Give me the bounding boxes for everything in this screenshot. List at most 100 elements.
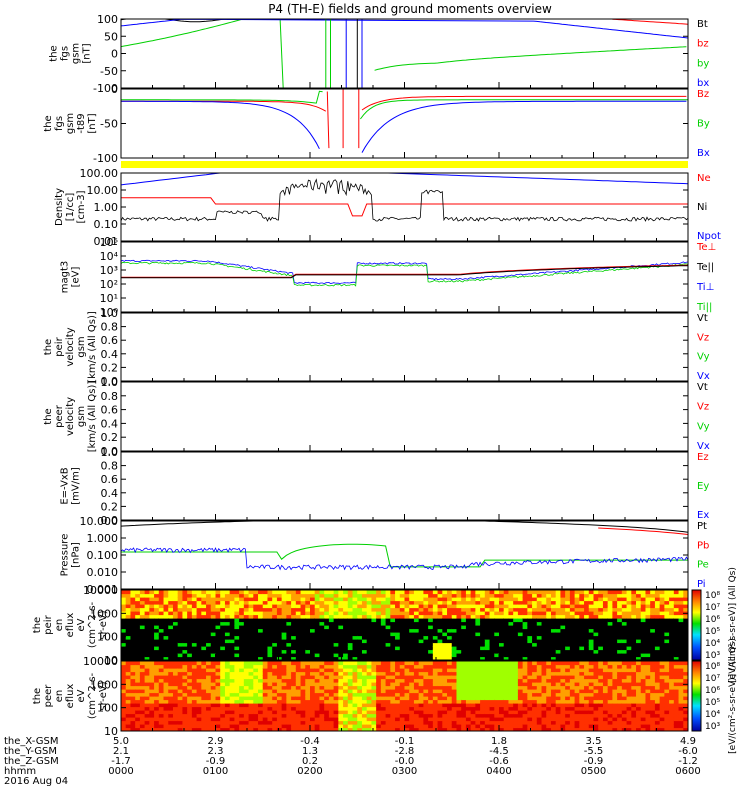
heatmap-cell <box>385 639 391 644</box>
heatmap-cell <box>361 639 368 644</box>
heatmap-cell <box>319 646 325 651</box>
heatmap-cell <box>347 720 354 725</box>
heatmap-cell <box>621 692 628 697</box>
heatmap-cell <box>224 653 231 658</box>
heatmap-cell <box>645 632 651 637</box>
heatmap-cell <box>456 727 462 731</box>
heatmap-cell <box>645 604 651 609</box>
heatmap-cell <box>451 625 458 630</box>
heatmap-cell <box>239 625 245 630</box>
heatmap-cell <box>177 642 184 647</box>
heatmap-cell <box>385 678 391 683</box>
heatmap-cell <box>267 717 273 722</box>
heatmap-cell <box>206 720 212 725</box>
heatmap-cell <box>522 699 528 704</box>
heatmap-cell <box>229 661 235 666</box>
heatmap-cell <box>324 710 330 715</box>
heatmap-cell <box>352 703 358 708</box>
heatmap-cell <box>206 628 212 633</box>
heatmap-cell <box>286 713 292 718</box>
heatmap-cell <box>409 614 415 619</box>
heatmap-cell <box>215 717 221 722</box>
heatmap-cell <box>121 661 127 666</box>
heatmap-cell <box>286 668 292 673</box>
heatmap-cell <box>678 639 684 644</box>
heatmap-cell <box>584 653 590 658</box>
heatmap-cell <box>659 614 665 619</box>
heatmap-cell <box>324 642 330 647</box>
heatmap-cell <box>210 607 217 612</box>
heatmap-cell <box>258 692 264 697</box>
heatmap-cell <box>291 710 297 715</box>
heatmap-cell <box>333 597 339 602</box>
heatmap-cell <box>413 656 420 660</box>
heatmap-cell <box>541 593 547 598</box>
heatmap-cell <box>560 689 566 694</box>
heatmap-cell <box>607 642 613 647</box>
heatmap-cell <box>612 661 618 666</box>
heatmap-cell <box>654 635 661 640</box>
heatmap-cell <box>494 653 500 658</box>
heatmap-cell <box>437 682 443 687</box>
heatmap-cell <box>196 639 202 644</box>
heatmap-cell <box>404 607 410 612</box>
heatmap-cell <box>437 724 443 729</box>
heatmap-cell <box>650 646 656 651</box>
heatmap-cell <box>310 675 316 680</box>
heatmap-cell <box>314 656 321 660</box>
heatmap-cell <box>286 611 292 616</box>
heatmap-cell <box>371 710 377 715</box>
heatmap-cell <box>319 727 325 731</box>
heatmap-cell <box>234 720 240 725</box>
heatmap-cell <box>532 614 538 619</box>
heatmap-cell <box>565 656 571 660</box>
heatmap-cell <box>310 646 316 651</box>
heatmap-cell <box>272 625 278 630</box>
heatmap-cell <box>456 685 462 690</box>
heatmap-cell <box>508 678 514 683</box>
heatmap-cell <box>319 661 325 666</box>
heatmap-cell <box>593 607 599 612</box>
heatmap-cell <box>484 710 491 715</box>
heatmap-cell <box>673 653 680 658</box>
heatmap-cell <box>413 642 420 647</box>
heatmap-cell <box>267 699 273 704</box>
heatmap-cell <box>319 642 325 647</box>
heatmap-cell <box>286 607 292 612</box>
heatmap-cell <box>144 600 150 605</box>
heatmap-cell <box>139 678 146 683</box>
heatmap-cell <box>447 593 453 598</box>
heatmap-cell <box>569 727 576 731</box>
heatmap-cell <box>636 614 642 619</box>
heatmap-cell <box>371 621 377 626</box>
heatmap-cell <box>191 689 198 694</box>
heatmap-cell <box>177 653 184 658</box>
heatmap-cell <box>319 703 325 708</box>
heatmap-cell <box>447 720 453 725</box>
heatmap-cell <box>333 720 339 725</box>
heatmap-cell <box>390 597 396 602</box>
heatmap-cell <box>239 703 245 708</box>
heatmap-cell <box>593 706 599 711</box>
heatmap-cell <box>461 614 467 619</box>
heatmap-cell <box>536 661 543 666</box>
heatmap-cell <box>442 604 448 609</box>
heatmap-cell <box>489 689 495 694</box>
heatmap-cell <box>130 611 136 616</box>
heatmap-cell <box>276 621 283 626</box>
heatmap-cell <box>154 614 160 619</box>
heatmap-cell <box>465 593 472 598</box>
heatmap-cell <box>130 706 136 711</box>
heatmap-cell <box>187 635 193 640</box>
heatmap-cell <box>541 649 547 654</box>
heatmap-cell <box>328 618 335 623</box>
heatmap-cell <box>574 649 580 654</box>
heatmap-cell <box>291 628 297 633</box>
heatmap-cell <box>503 604 510 609</box>
heatmap-cell <box>499 646 505 651</box>
heatmap-cell <box>432 713 439 718</box>
heatmap-cell <box>532 642 538 647</box>
heatmap-cell <box>135 713 141 718</box>
heatmap-cell <box>451 682 458 687</box>
heatmap-cell <box>522 685 528 690</box>
